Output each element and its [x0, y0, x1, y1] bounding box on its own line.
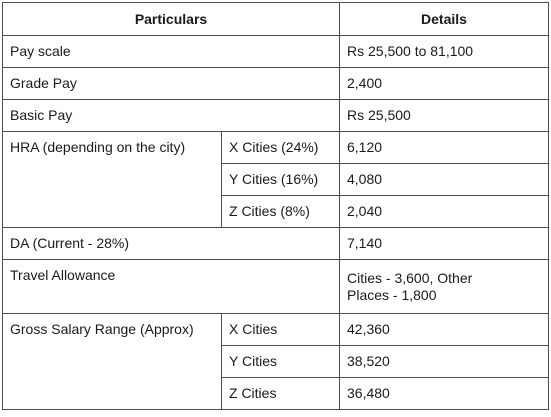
table-row: HRA (depending on the city) X Cities (24… [2, 131, 549, 228]
salary-table: Particulars Details Pay scale Rs 25,500 … [2, 2, 549, 410]
gross-value-x: 42,360 [339, 313, 549, 346]
pay-scale-label: Pay scale [2, 35, 340, 68]
table-row: Y Cities 38,520 [3, 345, 549, 378]
grade-pay-value: 2,400 [339, 67, 549, 100]
hra-value-z: 2,040 [339, 195, 549, 228]
gross-value-z: 36,480 [339, 377, 549, 410]
header-details: Details [339, 2, 549, 36]
table-row: Grade Pay 2,400 [2, 67, 549, 100]
table-row: DA (Current - 28%) 7,140 [2, 227, 549, 260]
basic-pay-label: Basic Pay [2, 99, 340, 132]
da-value: 7,140 [339, 227, 549, 260]
travel-allowance-label: Travel Allowance [2, 259, 340, 314]
hra-value-x: 6,120 [339, 131, 549, 164]
gross-city-z: Z Cities [221, 377, 340, 410]
table-row: Travel Allowance Cities - 3,600, Other Pl… [2, 259, 549, 314]
hra-value-y: 4,080 [339, 163, 549, 196]
travel-allowance-value-line2: Places - 1,800 [347, 286, 437, 303]
table-row: Basic Pay Rs 25,500 [2, 99, 549, 132]
gross-city-y: Y Cities [221, 345, 340, 378]
hra-city-x: X Cities (24%) [221, 131, 340, 164]
header-row: Particulars Details [2, 2, 549, 36]
gross-value-y: 38,520 [339, 345, 549, 378]
hra-city-y: Y Cities (16%) [221, 163, 340, 196]
hra-label: HRA (depending on the city) [2, 131, 222, 228]
gross-salary-label: Gross Salary Range (Approx) [2, 313, 222, 410]
table-row: Z Cities (8%) 2,040 [3, 195, 549, 228]
header-particulars: Particulars [2, 2, 340, 36]
table-row: Pay scale Rs 25,500 to 81,100 [2, 35, 549, 68]
table-row: Y Cities (16%) 4,080 [3, 163, 549, 196]
table-row: Z Cities 36,480 [3, 377, 549, 410]
table-row: Gross Salary Range (Approx) X Cities 42,… [2, 313, 549, 410]
gross-city-x: X Cities [221, 313, 340, 346]
basic-pay-value: Rs 25,500 [339, 99, 549, 132]
pay-scale-value: Rs 25,500 to 81,100 [339, 35, 549, 68]
hra-city-z: Z Cities (8%) [221, 195, 340, 228]
grade-pay-label: Grade Pay [2, 67, 340, 100]
travel-allowance-value: Cities - 3,600, Other Places - 1,800 [339, 259, 549, 314]
da-label: DA (Current - 28%) [2, 227, 340, 260]
travel-allowance-value-line1: Cities - 3,600, Other [347, 269, 473, 286]
